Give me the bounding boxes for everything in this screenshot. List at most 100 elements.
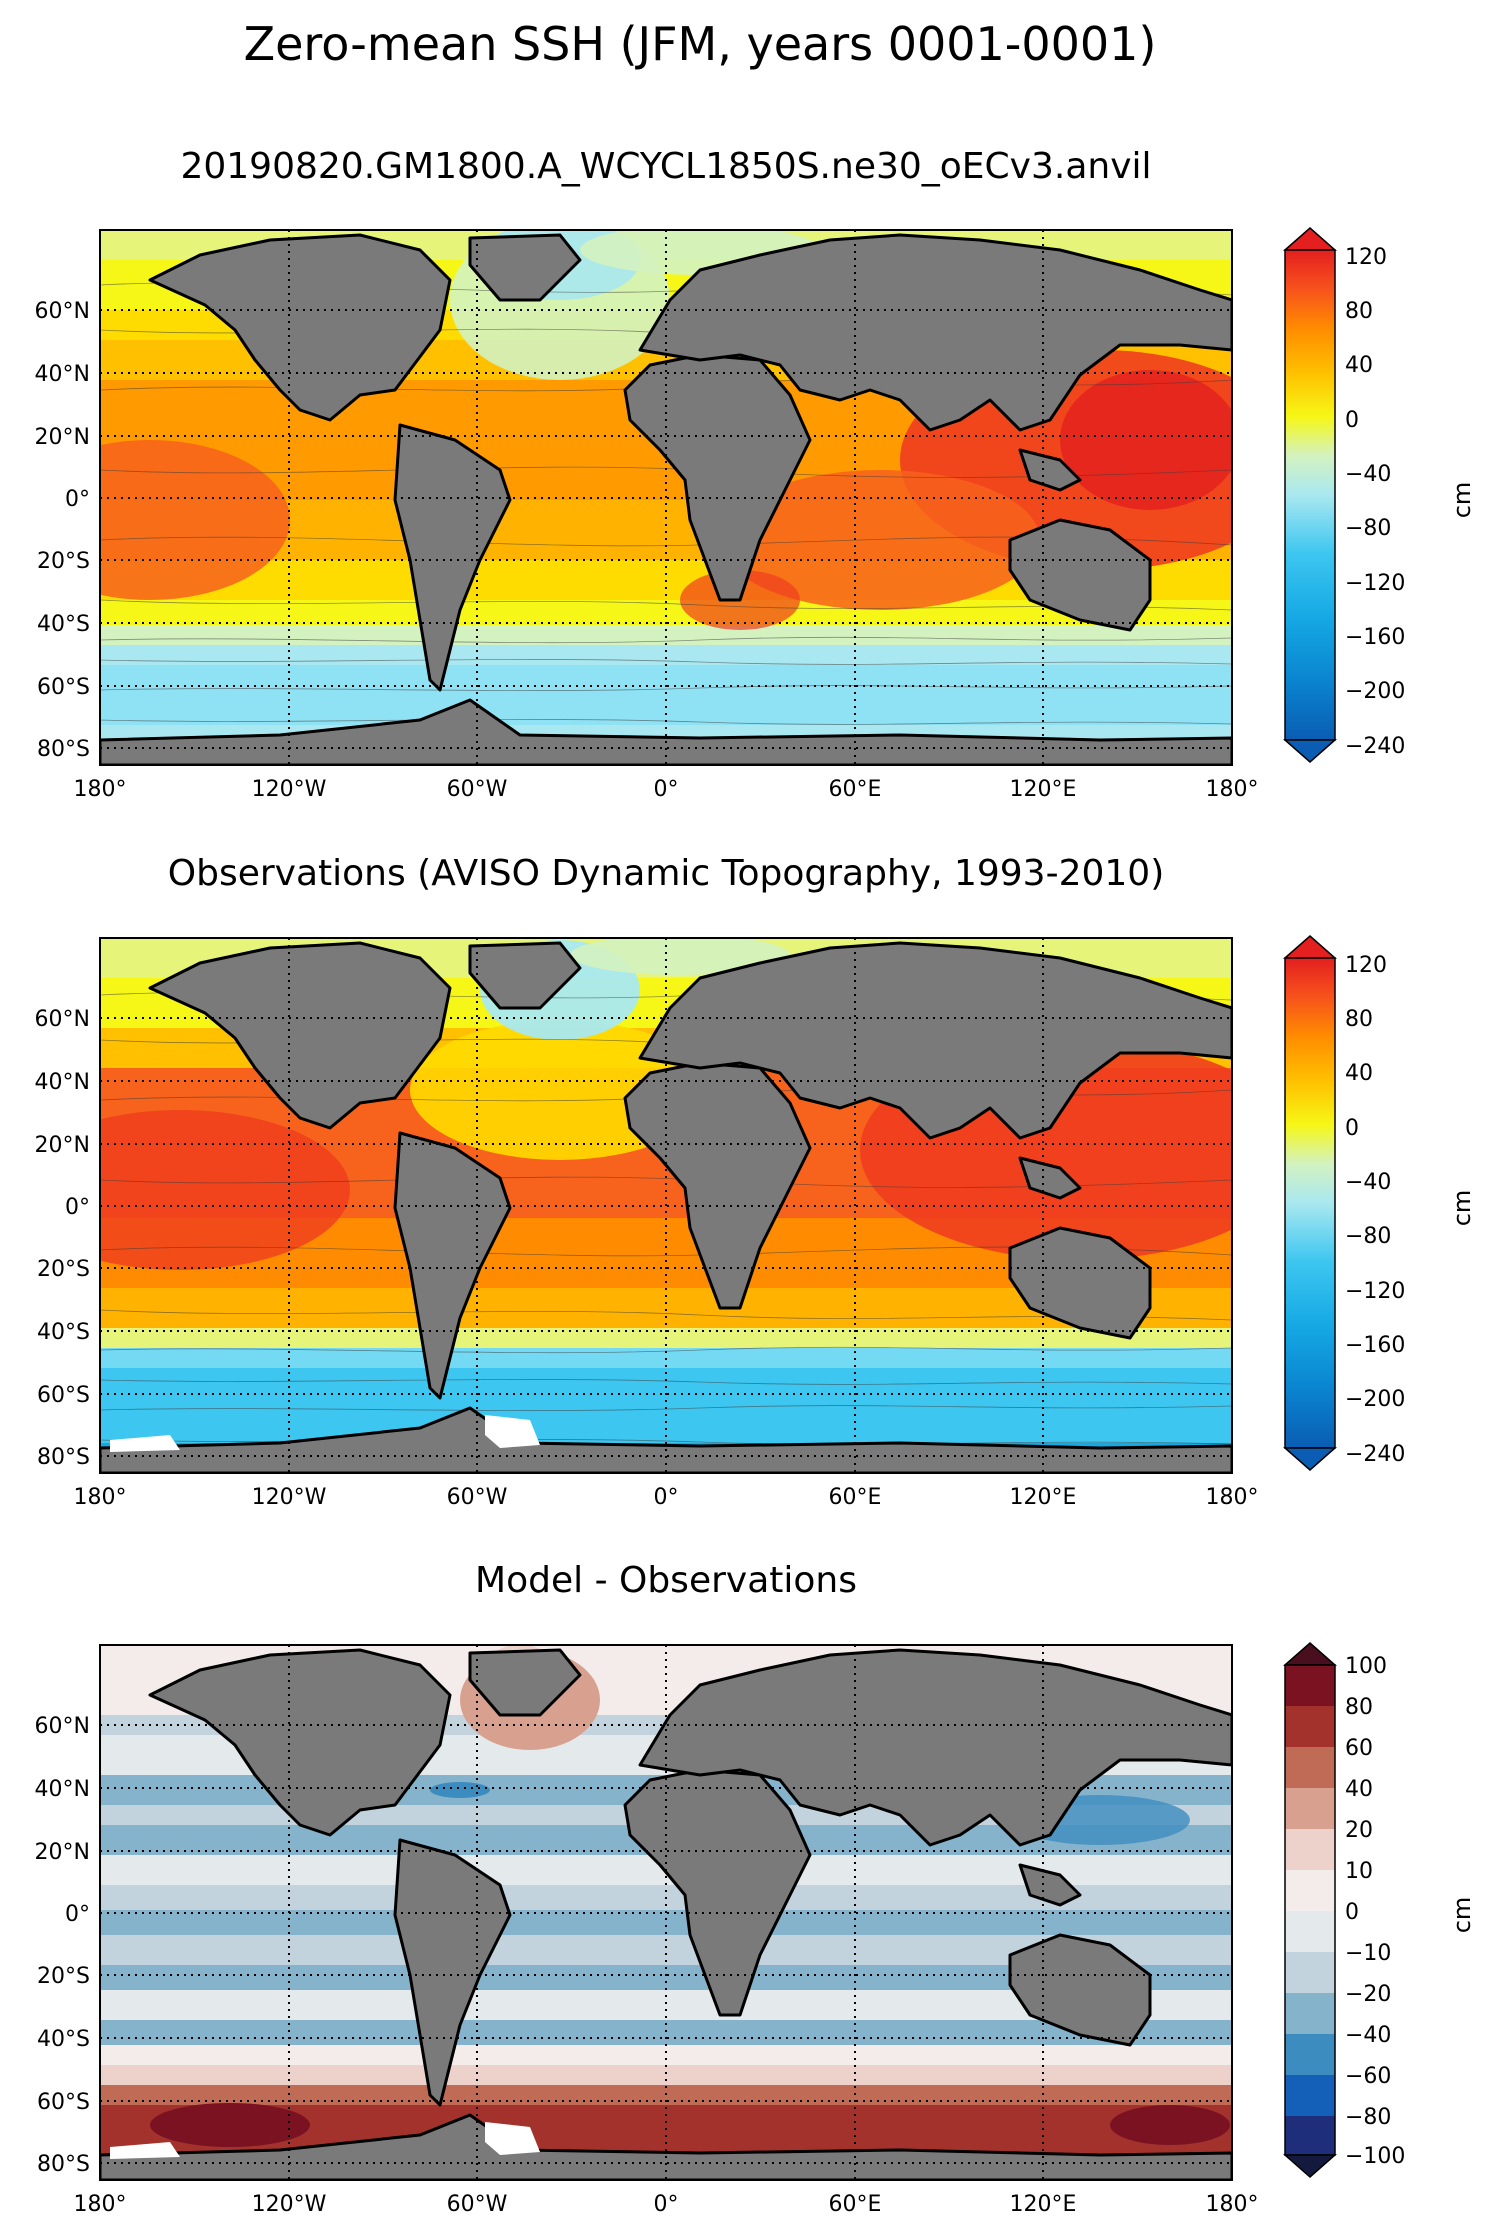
map-model — [100, 230, 1232, 765]
panel-title: Observations (AVISO Dynamic Topography, … — [168, 853, 1165, 894]
map-difference — [100, 1645, 1232, 2180]
colorbar-ticks: 120 80 40 0 −40 −80 −120 −160 −200 −240 — [1345, 953, 1405, 1467]
colorbar-tick: −80 — [1345, 2105, 1391, 2130]
lon-labels: 180° 120°W 60°W 0° 60°E 120°E 180° — [74, 777, 1259, 802]
lat-label: 0° — [65, 1195, 90, 1220]
lon-label: 120°W — [252, 777, 327, 802]
colorbar-tick: 80 — [1345, 299, 1373, 324]
colorbar-tick: −240 — [1345, 734, 1405, 759]
lon-label: 120°E — [1010, 1485, 1077, 1510]
lon-label: 120°E — [1010, 2192, 1077, 2217]
colorbar-tick: 20 — [1345, 1818, 1373, 1843]
lat-label: 20°S — [37, 1964, 90, 1989]
colorbar-tick: −240 — [1345, 1442, 1405, 1467]
lat-label: 0° — [65, 487, 90, 512]
colorbar-tick: −80 — [1345, 516, 1391, 541]
lat-label: 60°N — [35, 1714, 90, 1739]
colorbar-tick: −40 — [1345, 1170, 1391, 1195]
colorbar-tick: −40 — [1345, 462, 1391, 487]
panel-title: 20190820.GM1800.A_WCYCL1850S.ne30_oECv3.… — [180, 146, 1151, 187]
lon-label: 180° — [1206, 777, 1259, 802]
lon-label: 180° — [1206, 2192, 1259, 2217]
colorbar-tick: −200 — [1345, 679, 1405, 704]
lat-label: 40°S — [37, 2027, 90, 2052]
lat-label: 20°S — [37, 1257, 90, 1282]
colorbar-ticks: 100 80 60 40 20 10 0 −10 −20 −40 −60 −80… — [1345, 1654, 1405, 2169]
colorbar: 100 80 60 40 20 10 0 −10 −20 −40 −60 −80… — [1283, 1642, 1476, 2178]
lat-label: 80°S — [37, 1445, 90, 1470]
lon-label: 120°W — [252, 2192, 327, 2217]
colorbar-tick: −20 — [1345, 1982, 1391, 2007]
lat-label: 60°S — [37, 675, 90, 700]
figure-title: Zero-mean SSH (JFM, years 0001-0001) — [244, 17, 1157, 71]
colorbar-unit: cm — [1448, 482, 1476, 519]
lat-label: 80°S — [37, 737, 90, 762]
colorbar-tick: 120 — [1345, 245, 1387, 270]
lat-label: 80°S — [37, 2152, 90, 2177]
lat-label: 0° — [65, 1902, 90, 1927]
colorbar-tick: 100 — [1345, 1654, 1387, 1679]
lat-label: 40°S — [37, 612, 90, 637]
panel-observations: Observations (AVISO Dynamic Topography, … — [35, 853, 1476, 1510]
lat-label: 40°N — [35, 362, 90, 387]
colorbar-blocks — [1285, 1665, 1335, 2155]
colorbar-tick: 40 — [1345, 1061, 1373, 1086]
colorbar-tick: 0 — [1345, 408, 1359, 433]
lat-labels: 60°N 40°N 20°N 0° 20°S 40°S 60°S 80°S — [35, 1007, 90, 1470]
colorbar-unit: cm — [1448, 1897, 1476, 1934]
lon-label: 60°W — [447, 777, 508, 802]
lon-labels: 180° 120°W 60°W 0° 60°E 120°E 180° — [74, 1485, 1259, 1510]
lon-label: 60°W — [447, 2192, 508, 2217]
panel-model: 20190820.GM1800.A_WCYCL1850S.ne30_oECv3.… — [35, 146, 1476, 802]
colorbar-tick: 10 — [1345, 1859, 1373, 1884]
lon-label: 180° — [74, 777, 127, 802]
colorbar-tick: −120 — [1345, 571, 1405, 596]
colorbar-tick: −100 — [1345, 2144, 1405, 2169]
colorbar-tick: 0 — [1345, 1900, 1359, 1925]
lat-label: 40°S — [37, 1320, 90, 1345]
colorbar-tick: 120 — [1345, 953, 1387, 978]
colorbar: 120 80 40 0 −40 −80 −120 −160 −200 −240 … — [1283, 227, 1476, 763]
lon-label: 120°E — [1010, 777, 1077, 802]
lon-label: 180° — [1206, 1485, 1259, 1510]
lat-label: 40°N — [35, 1777, 90, 1802]
lat-label: 40°N — [35, 1070, 90, 1095]
panel-title: Model - Observations — [475, 1560, 857, 1601]
colorbar-ticks: 120 80 40 0 −40 −80 −120 −160 −200 −240 — [1345, 245, 1405, 759]
lat-labels: 60°N 40°N 20°N 0° 20°S 40°S 60°S 80°S — [35, 1714, 90, 2177]
lat-label: 60°N — [35, 1007, 90, 1032]
colorbar-tick: 40 — [1345, 353, 1373, 378]
lon-label: 0° — [654, 1485, 679, 1510]
colorbar-unit: cm — [1448, 1190, 1476, 1227]
colorbar-tick: 0 — [1345, 1116, 1359, 1141]
lon-label: 60°E — [829, 777, 882, 802]
lat-label: 20°S — [37, 549, 90, 574]
lon-label: 180° — [74, 1485, 127, 1510]
colorbar-tick: −120 — [1345, 1279, 1405, 1304]
lat-label: 20°N — [35, 1840, 90, 1865]
colorbar-tick: −200 — [1345, 1387, 1405, 1412]
lat-labels: 60°N 40°N 20°N 0° 20°S 40°S 60°S 80°S — [35, 299, 90, 762]
colorbar-tick: −40 — [1345, 2023, 1391, 2048]
lon-labels: 180° 120°W 60°W 0° 60°E 120°E 180° — [74, 2192, 1259, 2217]
lon-label: 0° — [654, 777, 679, 802]
panel-difference: Model - Observations — [35, 1560, 1476, 2217]
lon-label: 120°W — [252, 1485, 327, 1510]
colorbar-tick: 40 — [1345, 1777, 1373, 1802]
lon-label: 60°E — [829, 2192, 882, 2217]
colorbar-tick: −80 — [1345, 1224, 1391, 1249]
colorbar-tick: −60 — [1345, 2064, 1391, 2089]
colorbar-tick: 60 — [1345, 1736, 1373, 1761]
lat-label: 60°S — [37, 1383, 90, 1408]
colorbar-tick: −160 — [1345, 625, 1405, 650]
colorbar: 120 80 40 0 −40 −80 −120 −160 −200 −240 … — [1283, 935, 1476, 1471]
lon-label: 60°W — [447, 1485, 508, 1510]
lat-label: 20°N — [35, 1133, 90, 1158]
colorbar-tick: −10 — [1345, 1941, 1391, 1966]
map-observations — [100, 938, 1232, 1473]
lat-label: 20°N — [35, 425, 90, 450]
lat-label: 60°S — [37, 2090, 90, 2115]
colorbar-tick: 80 — [1345, 1007, 1373, 1032]
lat-label: 60°N — [35, 299, 90, 324]
colorbar-tick: −160 — [1345, 1333, 1405, 1358]
